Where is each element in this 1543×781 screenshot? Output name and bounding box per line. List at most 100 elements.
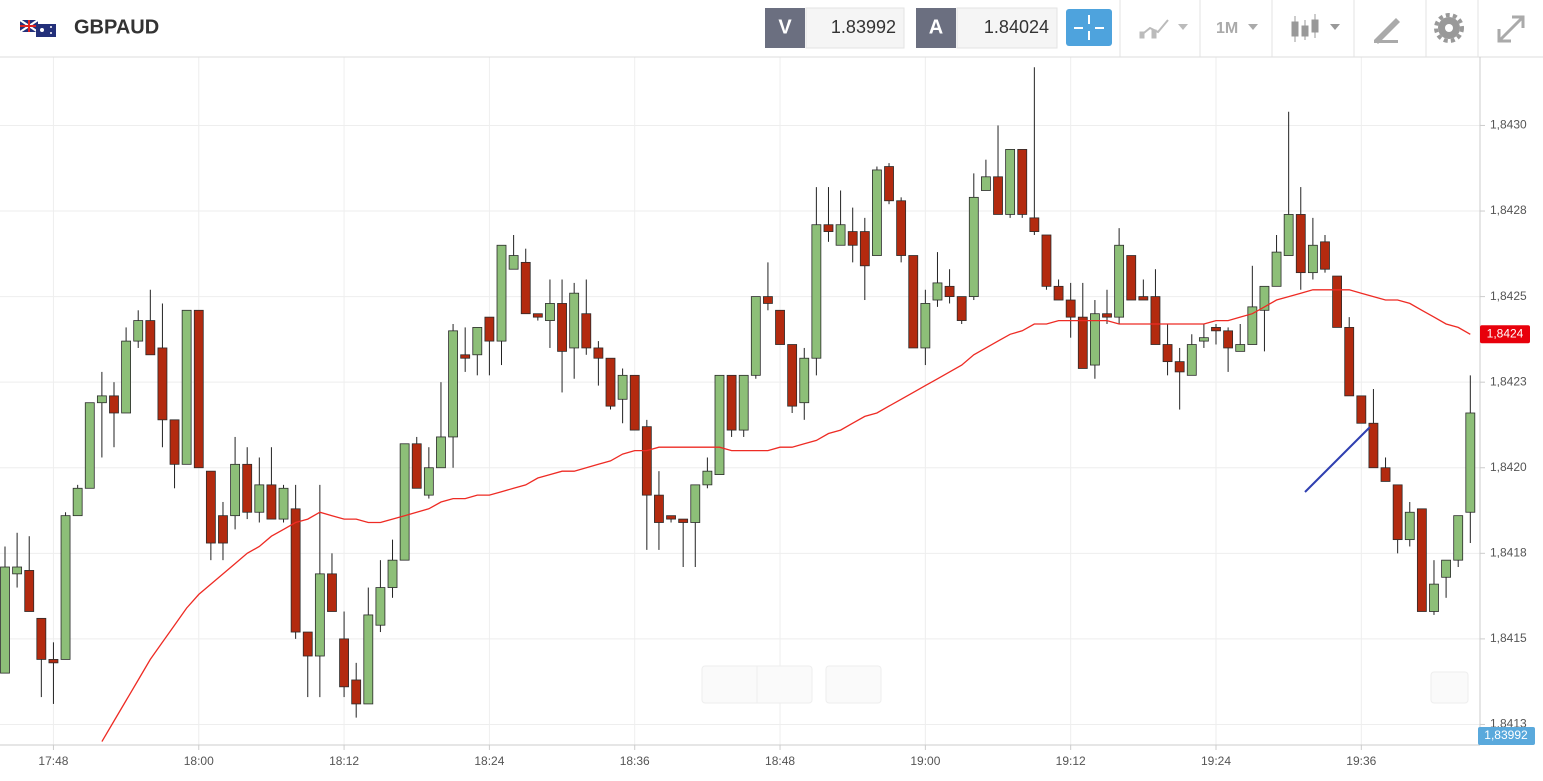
candle-body (823, 224, 834, 232)
settings-button[interactable] (1434, 13, 1464, 43)
candle-body (508, 255, 519, 270)
x-tick-label: 19:00 (910, 754, 940, 768)
symbol: GBPAUD (74, 16, 159, 38)
candle-body (1162, 344, 1173, 363)
candle-body (496, 244, 507, 342)
candle-body (387, 559, 398, 588)
candle-body (290, 508, 301, 633)
candle-body (1295, 214, 1306, 274)
overlay-buttons[interactable] (701, 665, 1469, 704)
candle-body (993, 176, 1003, 215)
candle-body (763, 296, 773, 304)
price-box (1478, 727, 1535, 745)
ask-button[interactable] (916, 8, 956, 48)
candle-body (1404, 511, 1415, 541)
bid-box (805, 7, 905, 49)
y-tick-label: 1,8423 (1490, 374, 1527, 388)
candle-body (1186, 344, 1197, 376)
candle-body (205, 470, 216, 544)
bid-label[interactable]: V (778, 16, 792, 38)
candle-body (36, 617, 47, 660)
candle-body (847, 231, 858, 246)
candle-body (145, 320, 156, 356)
candle-body (1283, 214, 1294, 256)
candle-body (908, 255, 919, 349)
candle-body (1465, 412, 1476, 513)
candle-body (1320, 241, 1330, 270)
candle-body (327, 573, 337, 612)
candle-body (1138, 296, 1149, 301)
candle-body (24, 570, 35, 612)
candle-body (1307, 244, 1318, 274)
x-tick-label: 18:24 (474, 754, 504, 768)
draw-button[interactable] (1374, 18, 1400, 44)
candle-body (1380, 467, 1391, 482)
candle-body (859, 231, 870, 267)
candle-body (96, 395, 107, 404)
candle-body (714, 374, 725, 475)
candle-body (811, 224, 822, 359)
candle-body (1332, 275, 1342, 328)
y-tick-label: 1,8428 (1490, 203, 1527, 217)
candle-body (1211, 327, 1221, 332)
candle-body (569, 292, 580, 349)
candle-body (702, 470, 713, 486)
bid-button[interactable] (765, 8, 805, 48)
candle-body (750, 296, 761, 376)
candle-body (932, 282, 943, 301)
candle-body (60, 515, 71, 660)
candle-body (460, 354, 471, 359)
candle-body (896, 200, 907, 256)
x-tick-label: 18:00 (184, 754, 214, 768)
candle-body (1090, 313, 1100, 366)
candle-body (654, 494, 664, 523)
candle-body (363, 614, 374, 705)
timeframe-caret (1248, 24, 1258, 30)
candle-body (1065, 299, 1076, 318)
trend-line[interactable] (1304, 426, 1371, 493)
ask-price: 1.84024 (984, 17, 1049, 37)
candle-body (1005, 149, 1016, 215)
candle-body (545, 303, 555, 321)
y-tick-label: 1,8425 (1490, 289, 1527, 303)
candle-body (678, 518, 689, 523)
axis-labels: 1,84131,84151,84181,84201,84231,84251,84… (38, 118, 1535, 768)
timeframe[interactable]: 1M (1216, 20, 1238, 37)
x-tick-label: 19:12 (1056, 754, 1086, 768)
price-label: 1,83992 (1484, 728, 1528, 742)
candle-body (884, 166, 894, 202)
bid-price: 1.83992 (831, 17, 896, 37)
candle-body (872, 169, 882, 256)
candle-body (1441, 559, 1451, 578)
toolbar: GBPAUD V 1.83992 A 1.84024 1M (0, 0, 1543, 58)
candle-body (1174, 361, 1185, 373)
candle-body (1368, 422, 1379, 469)
candle-body (605, 357, 616, 407)
candle-body (1453, 515, 1464, 561)
candle-body (1223, 330, 1234, 349)
candle-body (1102, 313, 1112, 318)
candle-type-button[interactable] (1291, 14, 1340, 42)
candle-body (641, 426, 652, 496)
candle-body (1247, 306, 1258, 345)
candle-body (1344, 327, 1355, 397)
candle-body (181, 309, 192, 465)
candle-body (84, 402, 95, 489)
crosshair-button[interactable] (1066, 9, 1112, 46)
candle-body (121, 340, 131, 414)
chart-type-button[interactable] (1139, 19, 1188, 39)
candle-body (484, 316, 495, 342)
candle-body (666, 515, 676, 520)
candle-body (48, 659, 59, 664)
candle-body (169, 419, 180, 465)
ask-label[interactable]: A (929, 16, 943, 38)
candle-body (1029, 217, 1040, 232)
candle-body (787, 344, 798, 407)
candle-body (242, 463, 253, 513)
plot (0, 67, 1476, 742)
fullscreen-button[interactable] (1497, 15, 1525, 43)
candle-body (981, 176, 991, 191)
